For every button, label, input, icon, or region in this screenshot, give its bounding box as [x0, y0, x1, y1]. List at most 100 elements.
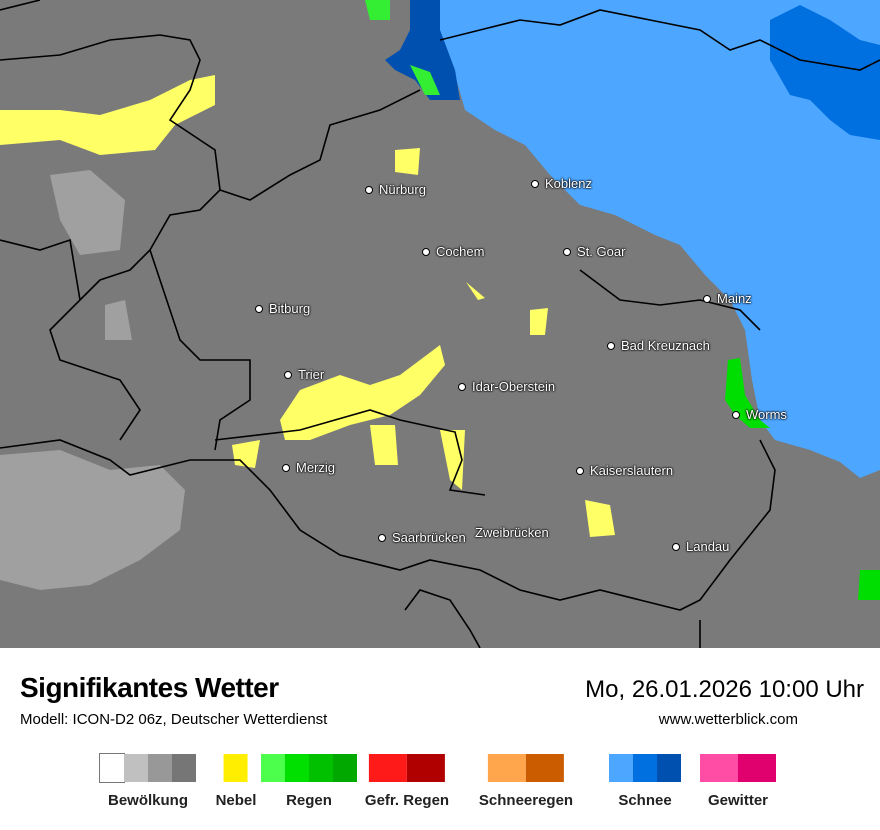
legend-label: Gewitter	[707, 792, 768, 809]
legend-swatches	[609, 754, 681, 782]
legend-swatch	[738, 754, 776, 782]
legend-swatch	[309, 754, 333, 782]
city-label: Landau	[686, 539, 730, 554]
city-dot-icon	[282, 463, 290, 472]
city-label: Bitburg	[269, 301, 311, 316]
city-label: Nürburg	[379, 182, 426, 197]
city-label: Saarbrücken	[392, 530, 466, 545]
fog-area	[0, 75, 215, 155]
city-label: Worms	[746, 407, 787, 422]
legend-swatch	[657, 754, 681, 782]
city-marker: Koblenz	[531, 176, 592, 191]
legend-item: Bewölkung	[99, 753, 196, 809]
weather-map: Nürburg Koblenz Cochem St. Goar Mainz Bitburg…	[0, 0, 880, 649]
city-dot-icon	[607, 341, 615, 350]
city-label: St. Goar	[577, 244, 626, 259]
city-dot-icon	[576, 466, 584, 475]
legend-swatches	[261, 754, 357, 782]
snow-dark-area	[770, 5, 880, 140]
rain-area	[858, 570, 880, 600]
city-dot-icon	[378, 533, 386, 542]
legend-swatch	[368, 754, 407, 782]
legend-label: Schneeregen	[478, 792, 574, 809]
legend-swatch	[172, 754, 196, 782]
legend-swatch	[285, 754, 309, 782]
city-marker: Worms	[732, 407, 787, 422]
legend-swatch	[609, 754, 633, 782]
legend-swatch	[333, 754, 357, 782]
city-marker: Idar-Oberstein	[458, 379, 555, 394]
legend-label: Bewölkung	[107, 792, 188, 809]
legend-swatch	[488, 754, 526, 782]
legend-swatches	[223, 754, 248, 782]
borders	[0, 0, 880, 649]
city-label: Kaiserslautern	[590, 463, 674, 478]
city-dot-icon	[531, 179, 539, 188]
fog-area	[280, 345, 445, 440]
legend-item: Gefr. Regen	[365, 754, 449, 809]
city-marker: Merzig	[282, 460, 335, 475]
legend-item: Nebel	[215, 754, 257, 809]
legend-item: Gewitter	[700, 754, 776, 809]
city-marker: Zweibrücken	[475, 525, 549, 540]
legend-swatch	[700, 754, 738, 782]
city-dot-icon	[422, 247, 430, 256]
legend-label: Nebel	[215, 792, 257, 809]
city-marker: Bad Kreuznach	[607, 338, 710, 353]
legend-swatches	[700, 754, 776, 782]
city-marker: Saarbrücken	[378, 530, 466, 545]
legend-swatch	[223, 754, 248, 782]
city-dot-icon	[365, 185, 373, 194]
city-marker: Mainz	[703, 291, 752, 306]
city-dot-icon	[732, 410, 740, 419]
city-dot-icon	[563, 247, 571, 256]
cloud-area	[0, 450, 185, 590]
legend-swatch	[633, 754, 657, 782]
rain-area	[365, 0, 440, 95]
city-label: Cochem	[436, 244, 485, 259]
city-dot-icon	[284, 370, 292, 379]
snow-dark-nw	[385, 0, 460, 100]
legend-swatches	[488, 754, 564, 782]
city-marker: Trier	[284, 367, 324, 382]
legend-item: Regen	[261, 754, 357, 809]
city-dot-icon	[458, 382, 466, 391]
legend-swatch	[261, 754, 285, 782]
model-info: Modell: ICON-D2 06z, Deutscher Wetterdie…	[20, 711, 328, 728]
legend-swatch	[526, 754, 564, 782]
map-title: Signifikantes Wetter	[20, 672, 279, 703]
legend-swatch	[99, 753, 125, 783]
city-dot-icon	[255, 304, 263, 313]
city-dot-icon	[703, 294, 711, 303]
map-layers	[0, 0, 880, 649]
legend-item: Schneeregen	[479, 754, 573, 809]
city-marker: St. Goar	[563, 244, 625, 259]
city-label: Zweibrücken	[475, 525, 549, 540]
city-label: Mainz	[717, 291, 752, 306]
city-marker: Cochem	[422, 244, 484, 259]
legend-swatches	[99, 753, 196, 783]
legend-label: Regen	[286, 792, 332, 809]
snow-area	[430, 0, 880, 478]
legend-swatch	[124, 754, 148, 782]
city-label: Bad Kreuznach	[621, 338, 710, 353]
city-label: Koblenz	[545, 176, 592, 191]
fog-area	[232, 148, 615, 537]
city-marker: Bitburg	[255, 301, 310, 316]
legend-item: Schnee	[609, 754, 681, 809]
snow-patch	[850, 405, 865, 417]
city-marker: Landau	[672, 539, 729, 554]
legend-swatches	[368, 754, 445, 782]
city-marker: Kaiserslautern	[576, 463, 673, 478]
forecast-datetime: Mo, 26.01.2026 10:00 Uhr	[585, 676, 864, 703]
legend: Bewölkung Nebel Regen Gefr. Regen Schneerege…	[0, 753, 880, 824]
legend-swatch	[406, 754, 445, 782]
cloud-area	[50, 170, 132, 340]
city-dot-icon	[672, 542, 680, 551]
legend-label: Gefr. Regen	[364, 792, 450, 809]
city-label: Merzig	[296, 460, 336, 475]
legend-swatch	[148, 754, 172, 782]
city-label: Trier	[298, 367, 325, 382]
city-label: Idar-Oberstein	[472, 379, 556, 394]
website-link[interactable]: www.wetterblick.com	[658, 711, 798, 728]
